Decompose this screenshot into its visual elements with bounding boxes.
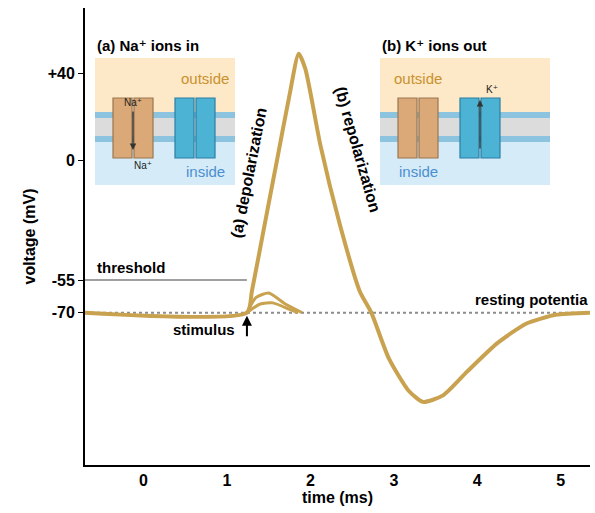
svg-text:stimulus: stimulus	[173, 321, 235, 338]
svg-text:time (ms): time (ms)	[302, 489, 373, 506]
svg-text:0: 0	[66, 152, 75, 169]
svg-text:-70: -70	[52, 304, 75, 321]
svg-text:0: 0	[139, 472, 148, 489]
svg-text:inside: inside	[399, 163, 438, 180]
svg-text:resting potentia: resting potentia	[475, 291, 588, 308]
svg-text:Na⁺: Na⁺	[124, 97, 142, 108]
svg-text:voltage (mV): voltage (mV)	[21, 188, 38, 284]
svg-text:1: 1	[222, 472, 231, 489]
svg-text:threshold: threshold	[97, 259, 165, 276]
svg-text:-55: -55	[52, 272, 75, 289]
svg-text:inside: inside	[186, 163, 225, 180]
svg-text:(b) repolarization: (b) repolarization	[332, 85, 384, 214]
svg-text:Na⁺: Na⁺	[134, 160, 152, 171]
svg-text:outside: outside	[394, 70, 442, 87]
svg-text:5: 5	[556, 472, 565, 489]
svg-text:outside: outside	[181, 70, 229, 87]
svg-text:3: 3	[389, 472, 398, 489]
svg-text:+40: +40	[48, 65, 75, 82]
svg-text:(a) depolarization: (a) depolarization	[228, 106, 270, 239]
svg-text:2: 2	[306, 472, 315, 489]
svg-text:K⁺: K⁺	[486, 84, 498, 95]
svg-text:(b) K⁺ ions out: (b) K⁺ ions out	[382, 37, 487, 54]
svg-text:(a) Na⁺ ions in: (a) Na⁺ ions in	[97, 37, 199, 54]
svg-text:4: 4	[473, 472, 482, 489]
